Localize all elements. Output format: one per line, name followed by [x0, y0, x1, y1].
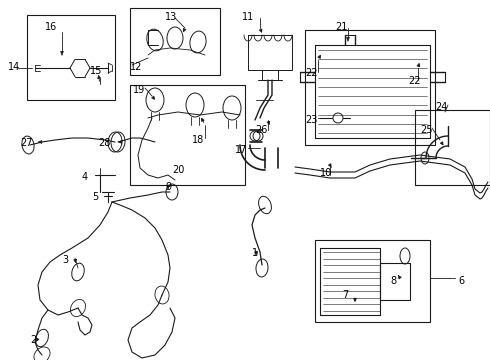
Text: 27: 27 [20, 138, 32, 148]
Text: 28: 28 [98, 138, 110, 148]
Bar [130, 8, 220, 75]
Text: 2: 2 [30, 335, 36, 345]
Text: 3: 3 [62, 255, 68, 265]
Text: 25: 25 [420, 125, 433, 135]
Text: 8: 8 [390, 276, 396, 286]
Text: 17: 17 [235, 145, 247, 155]
Text: 20: 20 [172, 165, 184, 175]
Text: 19: 19 [133, 85, 145, 95]
Text: 21: 21 [335, 22, 347, 32]
Text: 13: 13 [165, 12, 177, 22]
Text: 5: 5 [92, 192, 98, 202]
Bar [415, 110, 490, 185]
Bar [315, 240, 430, 322]
Text: 6: 6 [458, 276, 464, 286]
Text: 22: 22 [408, 76, 420, 86]
Text: 10: 10 [320, 168, 332, 178]
Text: 4: 4 [82, 172, 88, 182]
Bar [27, 15, 115, 100]
Text: 15: 15 [90, 66, 102, 76]
Bar [305, 30, 435, 145]
Bar [130, 85, 245, 185]
Text: 24: 24 [435, 102, 447, 112]
Text: 12: 12 [130, 62, 143, 72]
Text: 11: 11 [242, 12, 254, 22]
Text: 7: 7 [342, 290, 348, 300]
Text: 1: 1 [252, 248, 258, 258]
Text: 23: 23 [305, 115, 318, 125]
Text: 26: 26 [255, 125, 268, 135]
Text: 9: 9 [165, 182, 171, 192]
Text: 18: 18 [192, 135, 204, 145]
Text: 14: 14 [8, 62, 20, 72]
Text: 16: 16 [45, 22, 57, 32]
Text: 22: 22 [305, 68, 318, 78]
